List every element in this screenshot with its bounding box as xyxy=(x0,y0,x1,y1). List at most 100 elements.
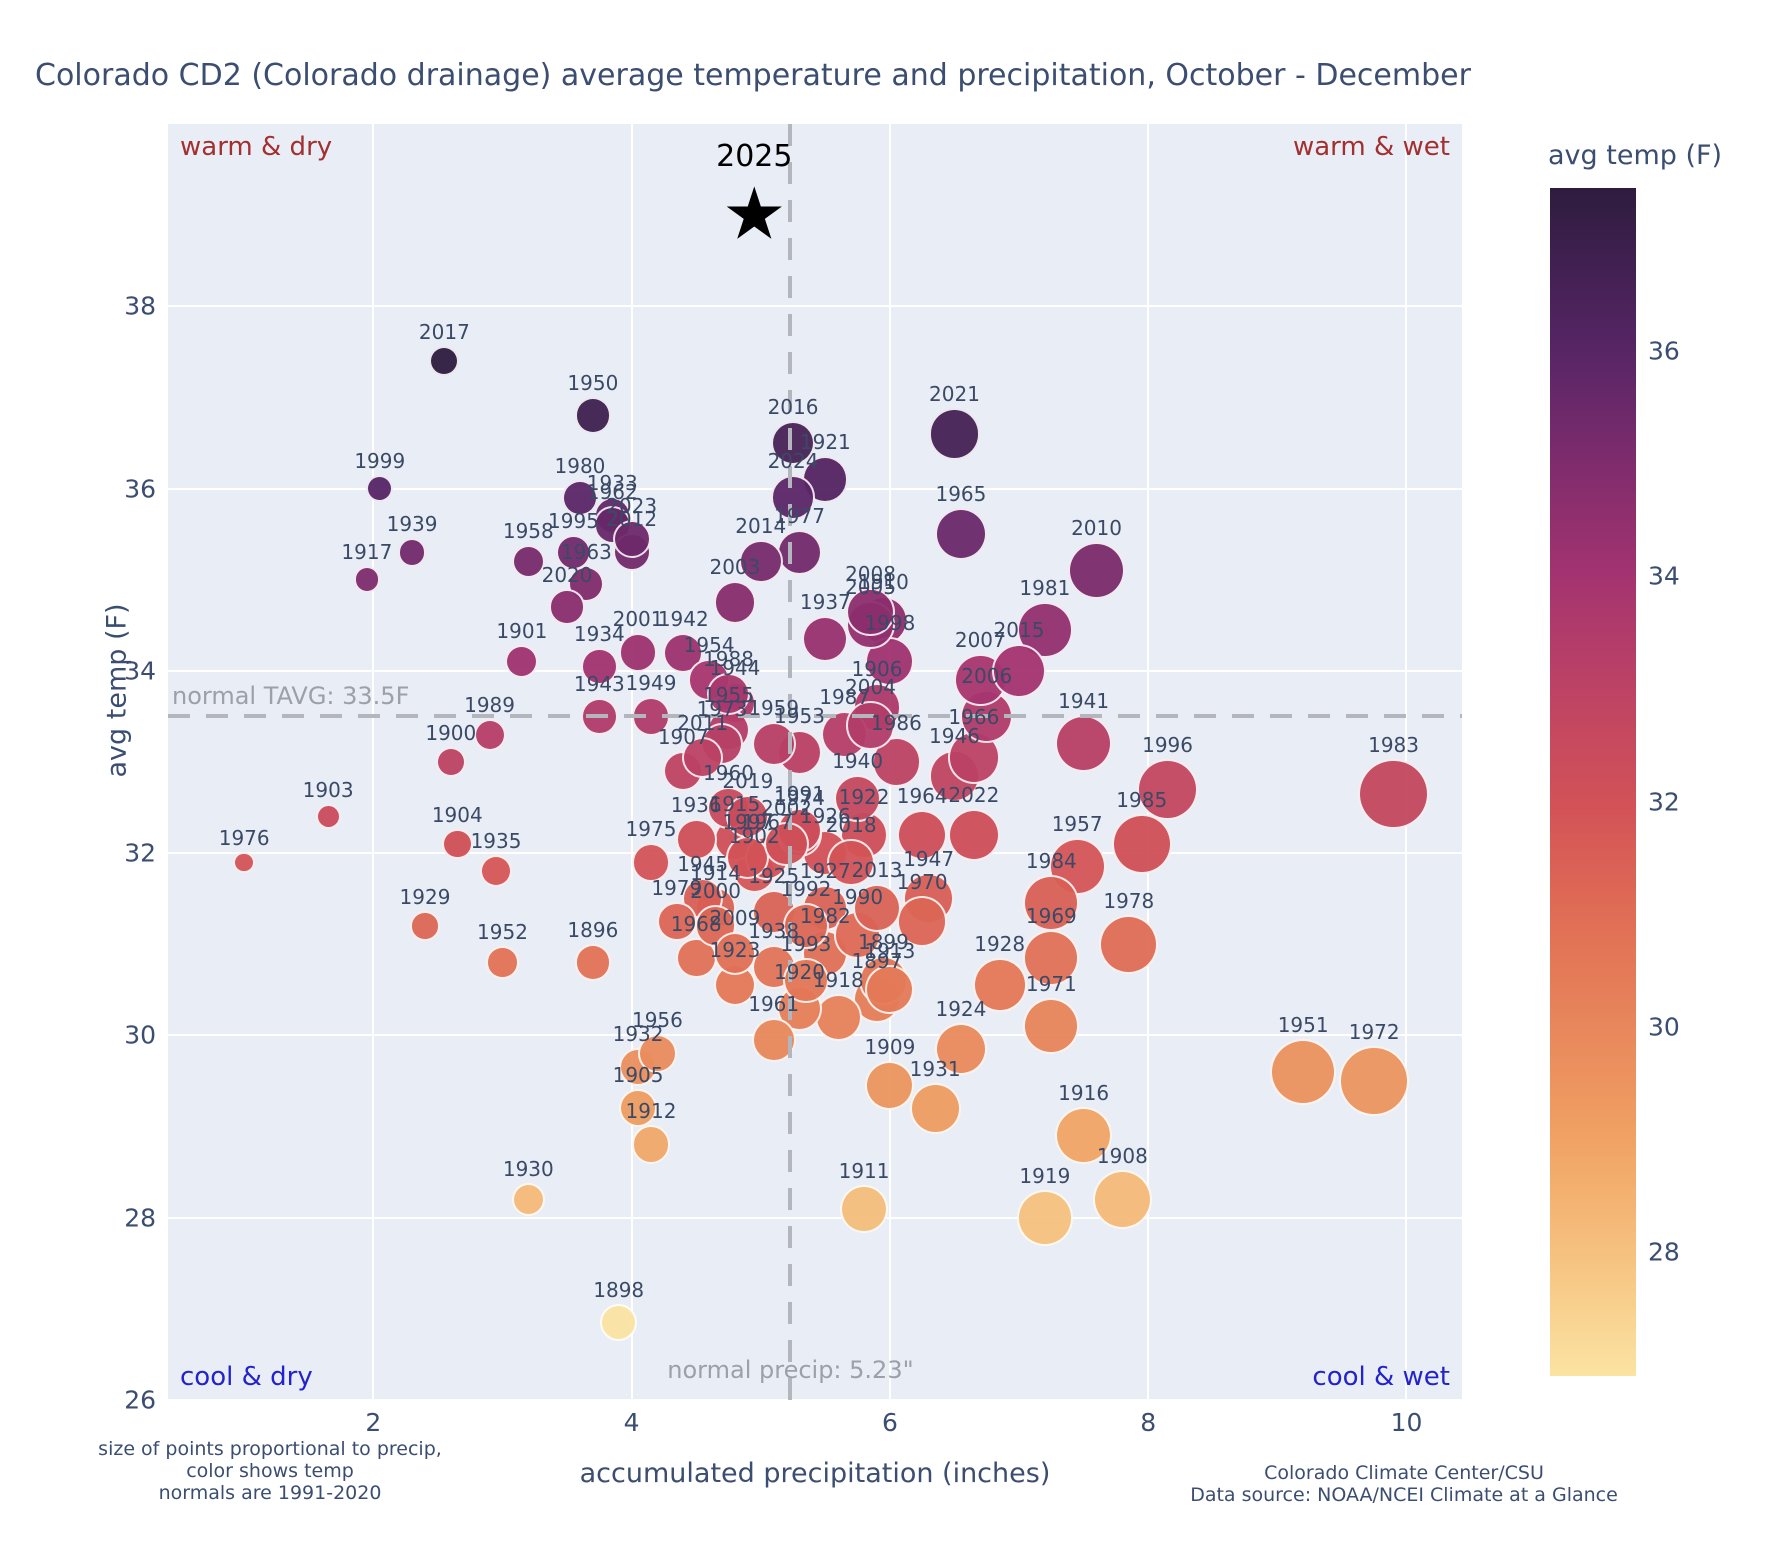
data-point-1978[interactable] xyxy=(1099,914,1159,974)
data-point-1971[interactable] xyxy=(1023,998,1080,1055)
year-label-1932: 1932 xyxy=(612,1022,664,1047)
data-point-2024[interactable] xyxy=(770,475,816,521)
year-label-1993: 1993 xyxy=(780,932,832,957)
data-point-2009[interactable] xyxy=(713,932,757,975)
data-point-2013[interactable] xyxy=(852,883,902,933)
data-point-1913[interactable] xyxy=(865,965,915,1015)
year-label-2022: 2022 xyxy=(948,782,1000,807)
data-point-1934[interactable] xyxy=(581,647,618,685)
star-marker-2025[interactable]: ★ xyxy=(722,171,787,256)
year-label-1914: 1914 xyxy=(690,861,741,886)
data-point-1930[interactable] xyxy=(511,1182,546,1217)
data-point-2010[interactable] xyxy=(1067,541,1126,600)
data-point-1983[interactable] xyxy=(1358,758,1429,830)
data-point-2018[interactable] xyxy=(827,838,875,886)
data-point-2008[interactable] xyxy=(846,587,895,636)
data-point-1972[interactable] xyxy=(1339,1046,1409,1116)
data-point-1905[interactable] xyxy=(618,1089,658,1128)
data-point-1911[interactable] xyxy=(840,1184,888,1233)
year-label-1965: 1965 xyxy=(935,482,987,507)
data-point-1988[interactable] xyxy=(707,672,750,715)
data-point-1999[interactable] xyxy=(366,474,394,503)
data-point-2022[interactable] xyxy=(947,808,1001,862)
data-point-1976[interactable] xyxy=(233,851,255,873)
year-label-1925: 1925 xyxy=(748,864,800,889)
data-point-2002[interactable] xyxy=(764,821,809,867)
data-point-1917[interactable] xyxy=(353,566,381,594)
data-point-1952[interactable] xyxy=(486,946,519,979)
data-point-1984[interactable] xyxy=(1023,875,1080,932)
data-point-1956[interactable] xyxy=(637,1034,677,1074)
data-point-1970[interactable] xyxy=(897,896,948,947)
data-point-1937[interactable] xyxy=(802,615,849,663)
year-label-1978: 1978 xyxy=(1103,888,1155,913)
year-label-1934: 1934 xyxy=(573,621,625,646)
year-label-1987: 1987 xyxy=(819,685,871,710)
year-label-2012: 2012 xyxy=(606,507,658,532)
data-point-1936[interactable] xyxy=(675,819,717,860)
data-point-1903[interactable] xyxy=(315,804,341,830)
data-point-1896[interactable] xyxy=(574,944,612,981)
x-tick-10: 10 xyxy=(1390,1408,1423,1437)
year-label-2003: 2003 xyxy=(709,555,761,580)
year-label-2006: 2006 xyxy=(961,663,1013,688)
year-label-2021: 2021 xyxy=(929,382,980,406)
data-point-1935[interactable] xyxy=(479,855,513,888)
data-point-2016[interactable] xyxy=(770,420,816,466)
data-point-1996[interactable] xyxy=(1137,758,1198,820)
data-point-1965[interactable] xyxy=(934,508,987,561)
data-point-1964[interactable] xyxy=(897,809,948,861)
data-point-1985[interactable] xyxy=(1111,814,1172,874)
data-point-2023[interactable] xyxy=(612,519,651,558)
data-point-1989[interactable] xyxy=(473,718,506,751)
x-axis-title: accumulated precipitation (inches) xyxy=(579,1458,1051,1489)
data-point-1950[interactable] xyxy=(574,397,612,434)
data-point-1975[interactable] xyxy=(631,842,671,882)
data-point-1959[interactable] xyxy=(751,721,796,766)
data-point-1969[interactable] xyxy=(1023,930,1080,986)
year-label-2001: 2001 xyxy=(612,607,664,632)
data-point-2019[interactable] xyxy=(726,795,770,839)
year-label-2016: 2016 xyxy=(767,394,819,419)
data-point-1912[interactable] xyxy=(631,1125,671,1165)
data-point-1958[interactable] xyxy=(511,544,546,579)
data-point-2021[interactable] xyxy=(928,408,981,460)
data-point-1919[interactable] xyxy=(1017,1189,1073,1246)
data-point-1916[interactable] xyxy=(1054,1107,1113,1165)
data-point-2003[interactable] xyxy=(713,581,757,624)
colorbar-tick-36: 36 xyxy=(1648,336,1680,366)
data-point-2015[interactable] xyxy=(991,643,1047,699)
data-point-2004[interactable] xyxy=(846,701,895,750)
data-point-1901[interactable] xyxy=(505,645,539,679)
data-point-1961[interactable] xyxy=(751,1017,796,1062)
data-point-1980[interactable] xyxy=(562,479,598,516)
data-point-1929[interactable] xyxy=(410,911,440,941)
year-label-1962: 1962 xyxy=(586,480,638,505)
year-label-1974: 1974 xyxy=(774,786,825,811)
data-point-2011[interactable] xyxy=(682,736,724,778)
data-point-2000[interactable] xyxy=(694,905,737,947)
data-point-1931[interactable] xyxy=(909,1082,961,1134)
data-point-1909[interactable] xyxy=(865,1061,915,1111)
data-point-1939[interactable] xyxy=(397,538,427,567)
year-label-2024: 2024 xyxy=(767,449,819,474)
data-point-2001[interactable] xyxy=(618,633,658,672)
data-point-1940[interactable] xyxy=(833,774,882,823)
data-point-1995[interactable] xyxy=(555,534,592,571)
year-label-1981: 1981 xyxy=(1019,576,1071,601)
year-label-1995: 1995 xyxy=(548,508,599,533)
data-point-1941[interactable] xyxy=(1054,715,1113,773)
data-point-1924[interactable] xyxy=(934,1023,987,1076)
data-point-1908[interactable] xyxy=(1092,1170,1152,1229)
data-point-1900[interactable] xyxy=(435,746,466,778)
data-point-2017[interactable] xyxy=(429,345,460,376)
data-point-1898[interactable] xyxy=(599,1303,638,1342)
data-point-2014[interactable] xyxy=(739,539,783,584)
data-point-2020[interactable] xyxy=(549,589,585,625)
data-point-1904[interactable] xyxy=(441,828,473,860)
data-point-1951[interactable] xyxy=(1269,1038,1337,1106)
data-point-1928[interactable] xyxy=(972,958,1027,1013)
year-label-2010: 2010 xyxy=(1071,515,1122,540)
year-label-1904: 1904 xyxy=(431,802,483,827)
data-point-1918[interactable] xyxy=(814,993,862,1041)
